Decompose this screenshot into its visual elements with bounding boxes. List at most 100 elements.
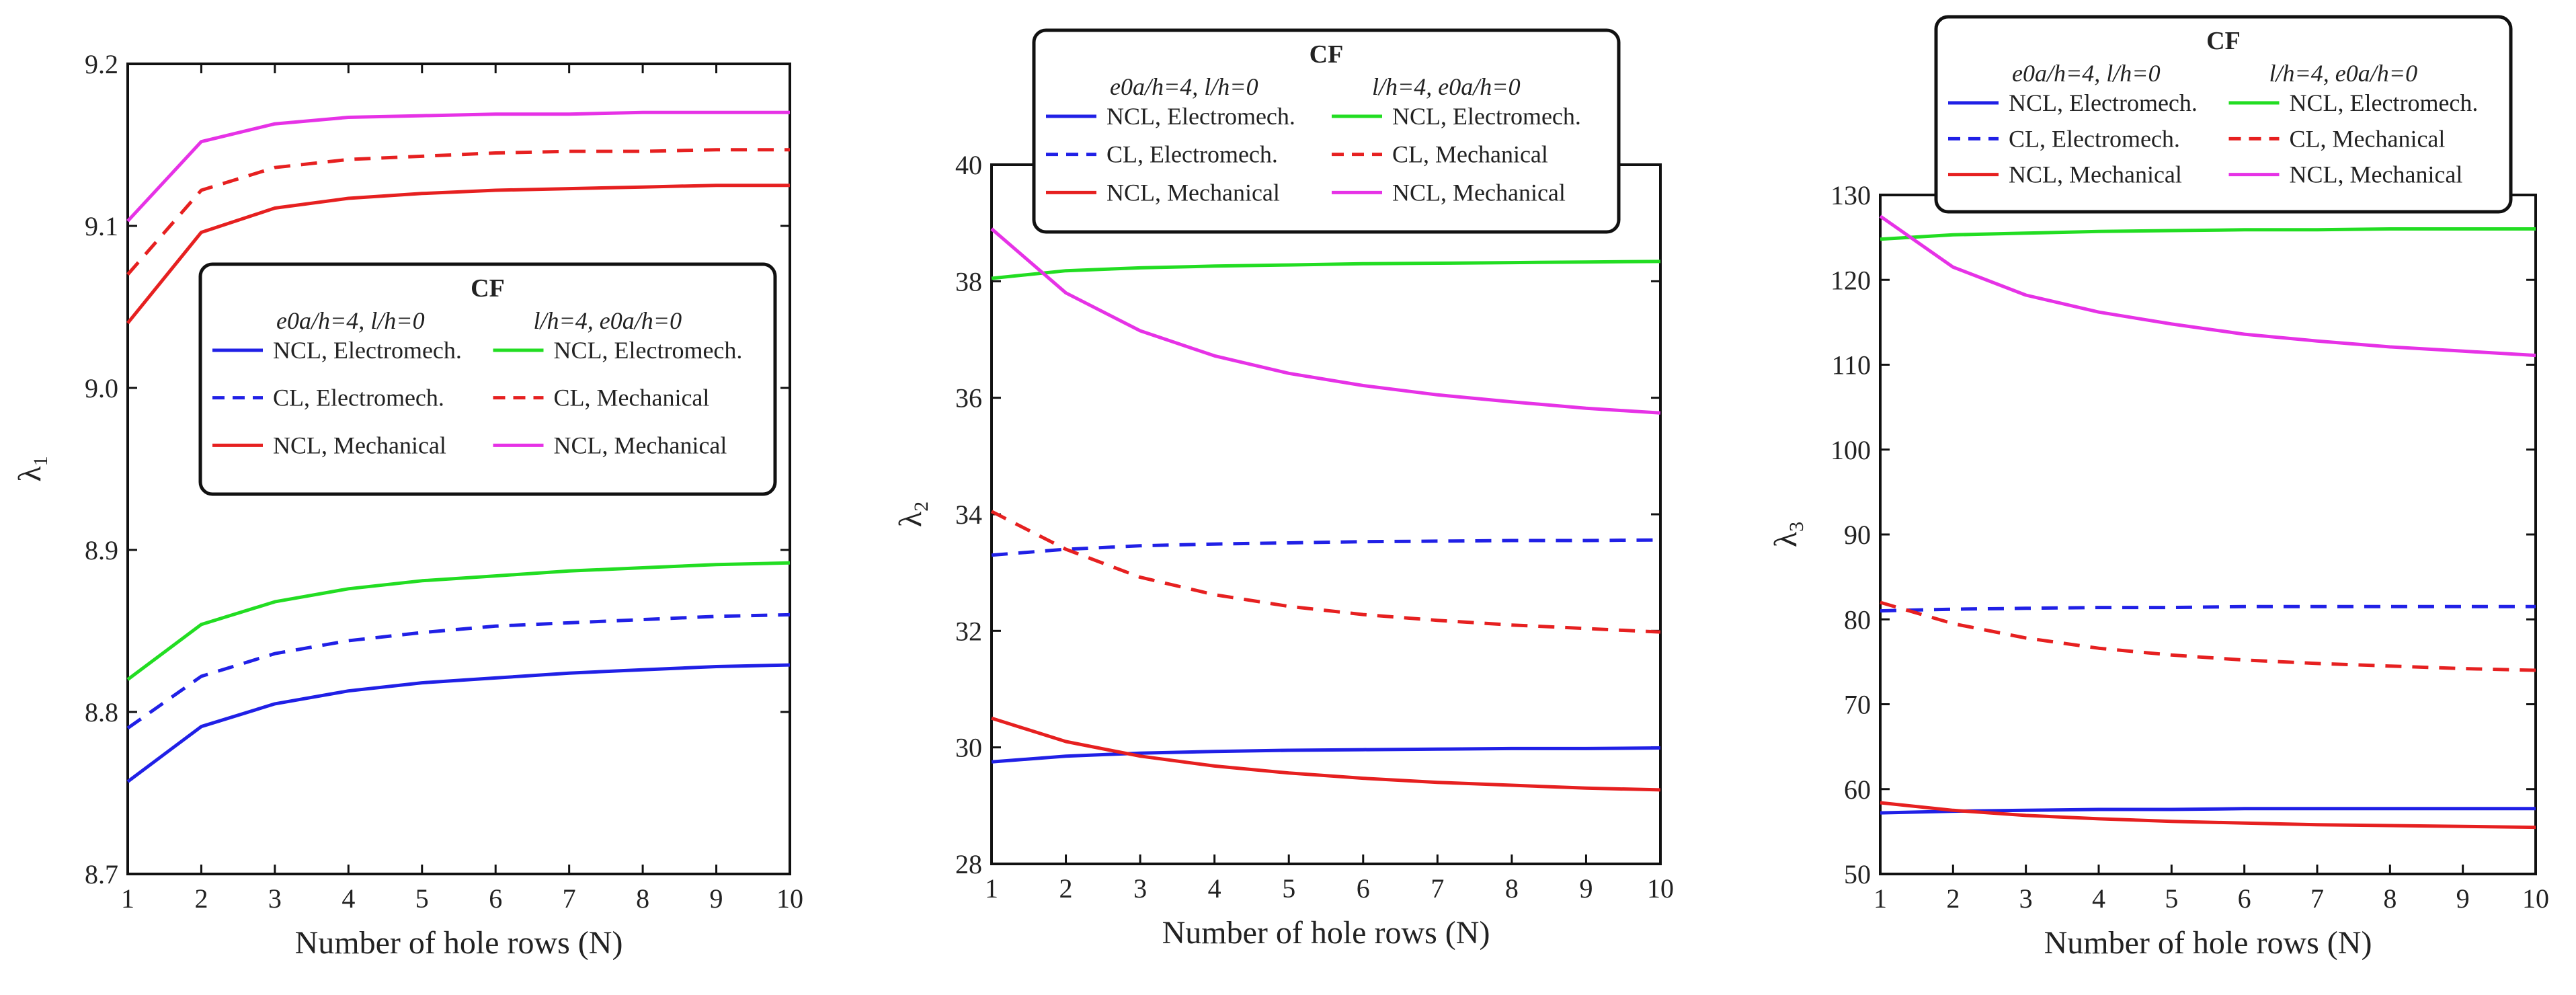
x-tick-label: 8 — [636, 883, 649, 914]
x-tick-label: 5 — [1282, 873, 1295, 904]
x-tick-label: 5 — [2165, 883, 2178, 914]
x-tick-label: 3 — [268, 883, 282, 914]
y-tick-label: 130 — [1830, 180, 1871, 210]
series-line-6 — [1879, 214, 2536, 358]
y-tick-label: 36 — [955, 383, 982, 413]
x-tick-label: 2 — [194, 883, 208, 914]
series-line-2 — [991, 538, 1661, 557]
legend-entry-label: NCL, Mechanical — [1106, 179, 1280, 206]
chart-panel-1: 1 2 3 4 5 6 7 8 9 10 8.7 8.8 8.9 9.0 9.1 9.2 Number of h… — [12, 49, 803, 961]
y-tick-label: 50 — [1844, 859, 1871, 889]
y-tick-label: 30 — [955, 733, 982, 763]
x-tick-label: 7 — [1431, 873, 1444, 904]
series-line-5 — [1880, 600, 2536, 672]
legend-box — [1032, 28, 1621, 234]
y-tick-label: 8.7 — [85, 859, 118, 889]
x-tick-label: 3 — [2019, 883, 2033, 914]
x-tick-label: 8 — [2383, 883, 2397, 914]
x-tick-label: 6 — [489, 883, 502, 914]
legend-entry-label: NCL, Electromech. — [273, 337, 462, 364]
x-tick-label: 7 — [563, 883, 576, 914]
x-tick-label: 6 — [2238, 883, 2251, 914]
y-tick-label: 120 — [1830, 265, 1871, 295]
legend-entry-label: NCL, Electromech. — [554, 337, 743, 364]
series-line-4 — [991, 260, 1661, 280]
y-tick-label: 110 — [1831, 350, 1871, 381]
legend-entry-label: NCL, Electromech. — [1106, 103, 1295, 130]
y-tick-label: 9.0 — [85, 373, 118, 403]
chart-panel-3: 1 2 3 4 5 6 7 8 9 10 50 60 70 80 90 100 110 120 130 Number … — [1768, 15, 2549, 961]
x-tick-label: 1 — [121, 883, 134, 914]
y-tick-label: 70 — [1844, 690, 1871, 720]
legend-column-header: l/h=4, e0a/h=0 — [534, 307, 682, 334]
legend-title: CF — [1310, 40, 1344, 69]
x-tick-label: 9 — [1579, 873, 1593, 904]
y-axis-label: λ1 — [12, 456, 52, 481]
x-tick-label: 4 — [1208, 873, 1221, 904]
legend-entry-label: NCL, Electromech. — [2009, 89, 2198, 116]
legend-column-header: e0a/h=4, l/h=0 — [2012, 60, 2161, 87]
series-line-1 — [1880, 807, 2536, 815]
series-line-5 — [990, 510, 1661, 634]
x-tick-label: 1 — [985, 873, 998, 904]
legend-title: CF — [2206, 27, 2241, 55]
y-tick-label: 38 — [955, 266, 982, 296]
y-tick-label: 34 — [955, 500, 982, 530]
y-axis-label: λ3 — [1768, 522, 1808, 547]
x-tick-label: 6 — [1357, 873, 1370, 904]
legend-entry-label: NCL, Electromech. — [2290, 89, 2479, 116]
series-line-4 — [1880, 227, 2536, 241]
x-tick-label: 10 — [2522, 883, 2549, 914]
x-tick-label: 5 — [415, 883, 429, 914]
legend-column-header: l/h=4, e0a/h=0 — [1372, 73, 1521, 100]
x-tick-label: 4 — [341, 883, 355, 914]
x-axis-label: Number of hole rows (N) — [295, 925, 623, 961]
x-tick-label: 10 — [776, 883, 803, 914]
x-tick-label: 1 — [1874, 883, 1887, 914]
series-line-5 — [126, 148, 790, 276]
x-tick-label: 9 — [2456, 883, 2470, 914]
series-line-3 — [991, 716, 1661, 792]
y-tick-label: 28 — [955, 849, 982, 879]
x-tick-label: 9 — [710, 883, 723, 914]
series-line-3 — [126, 184, 790, 325]
series-line-1 — [126, 663, 791, 783]
legend-entry-label: NCL, Mechanical — [554, 432, 727, 459]
x-tick-label: 2 — [1059, 873, 1073, 904]
legend-entry-label: CL, Electromech. — [1106, 141, 1278, 168]
plot-frame — [126, 63, 791, 875]
legend-column-header: e0a/h=4, l/h=0 — [276, 307, 425, 334]
y-tick-label: 9.2 — [85, 49, 118, 79]
x-tick-label: 2 — [1946, 883, 1960, 914]
legend-entry-label: CL, Mechanical — [1392, 141, 1548, 168]
series-line-2 — [1880, 604, 2536, 613]
y-tick-label: 40 — [955, 150, 982, 180]
x-tick-label: 7 — [2310, 883, 2324, 914]
x-tick-label: 4 — [2092, 883, 2105, 914]
legend-entry-label: NCL, Mechanical — [273, 432, 446, 459]
legend-entry-label: NCL, Mechanical — [2009, 161, 2182, 188]
x-tick-label: 8 — [1505, 873, 1519, 904]
legend-entry-label: CL, Mechanical — [554, 385, 710, 411]
legend-box — [1934, 15, 2513, 214]
legend-entry-label: CL, Electromech. — [2009, 125, 2180, 152]
legend-entry-label: NCL, Mechanical — [1392, 179, 1566, 206]
y-tick-label: 8.8 — [85, 697, 118, 727]
series-line-6 — [126, 110, 790, 223]
legend-entry-label: CL, Electromech. — [273, 385, 444, 411]
y-axis-label: λ2 — [893, 502, 932, 527]
y-tick-label: 9.1 — [85, 211, 118, 241]
legend-entry-label: NCL, Electromech. — [1392, 103, 1581, 130]
series-line-6 — [990, 227, 1661, 415]
series-line-1 — [991, 746, 1661, 764]
y-tick-label: 90 — [1844, 520, 1871, 550]
y-tick-label: 8.9 — [85, 535, 118, 565]
legend-column-header: l/h=4, e0a/h=0 — [2269, 60, 2418, 87]
x-tick-label: 3 — [1133, 873, 1147, 904]
y-tick-label: 100 — [1830, 435, 1871, 465]
legend-entry-label: CL, Mechanical — [2290, 125, 2446, 152]
